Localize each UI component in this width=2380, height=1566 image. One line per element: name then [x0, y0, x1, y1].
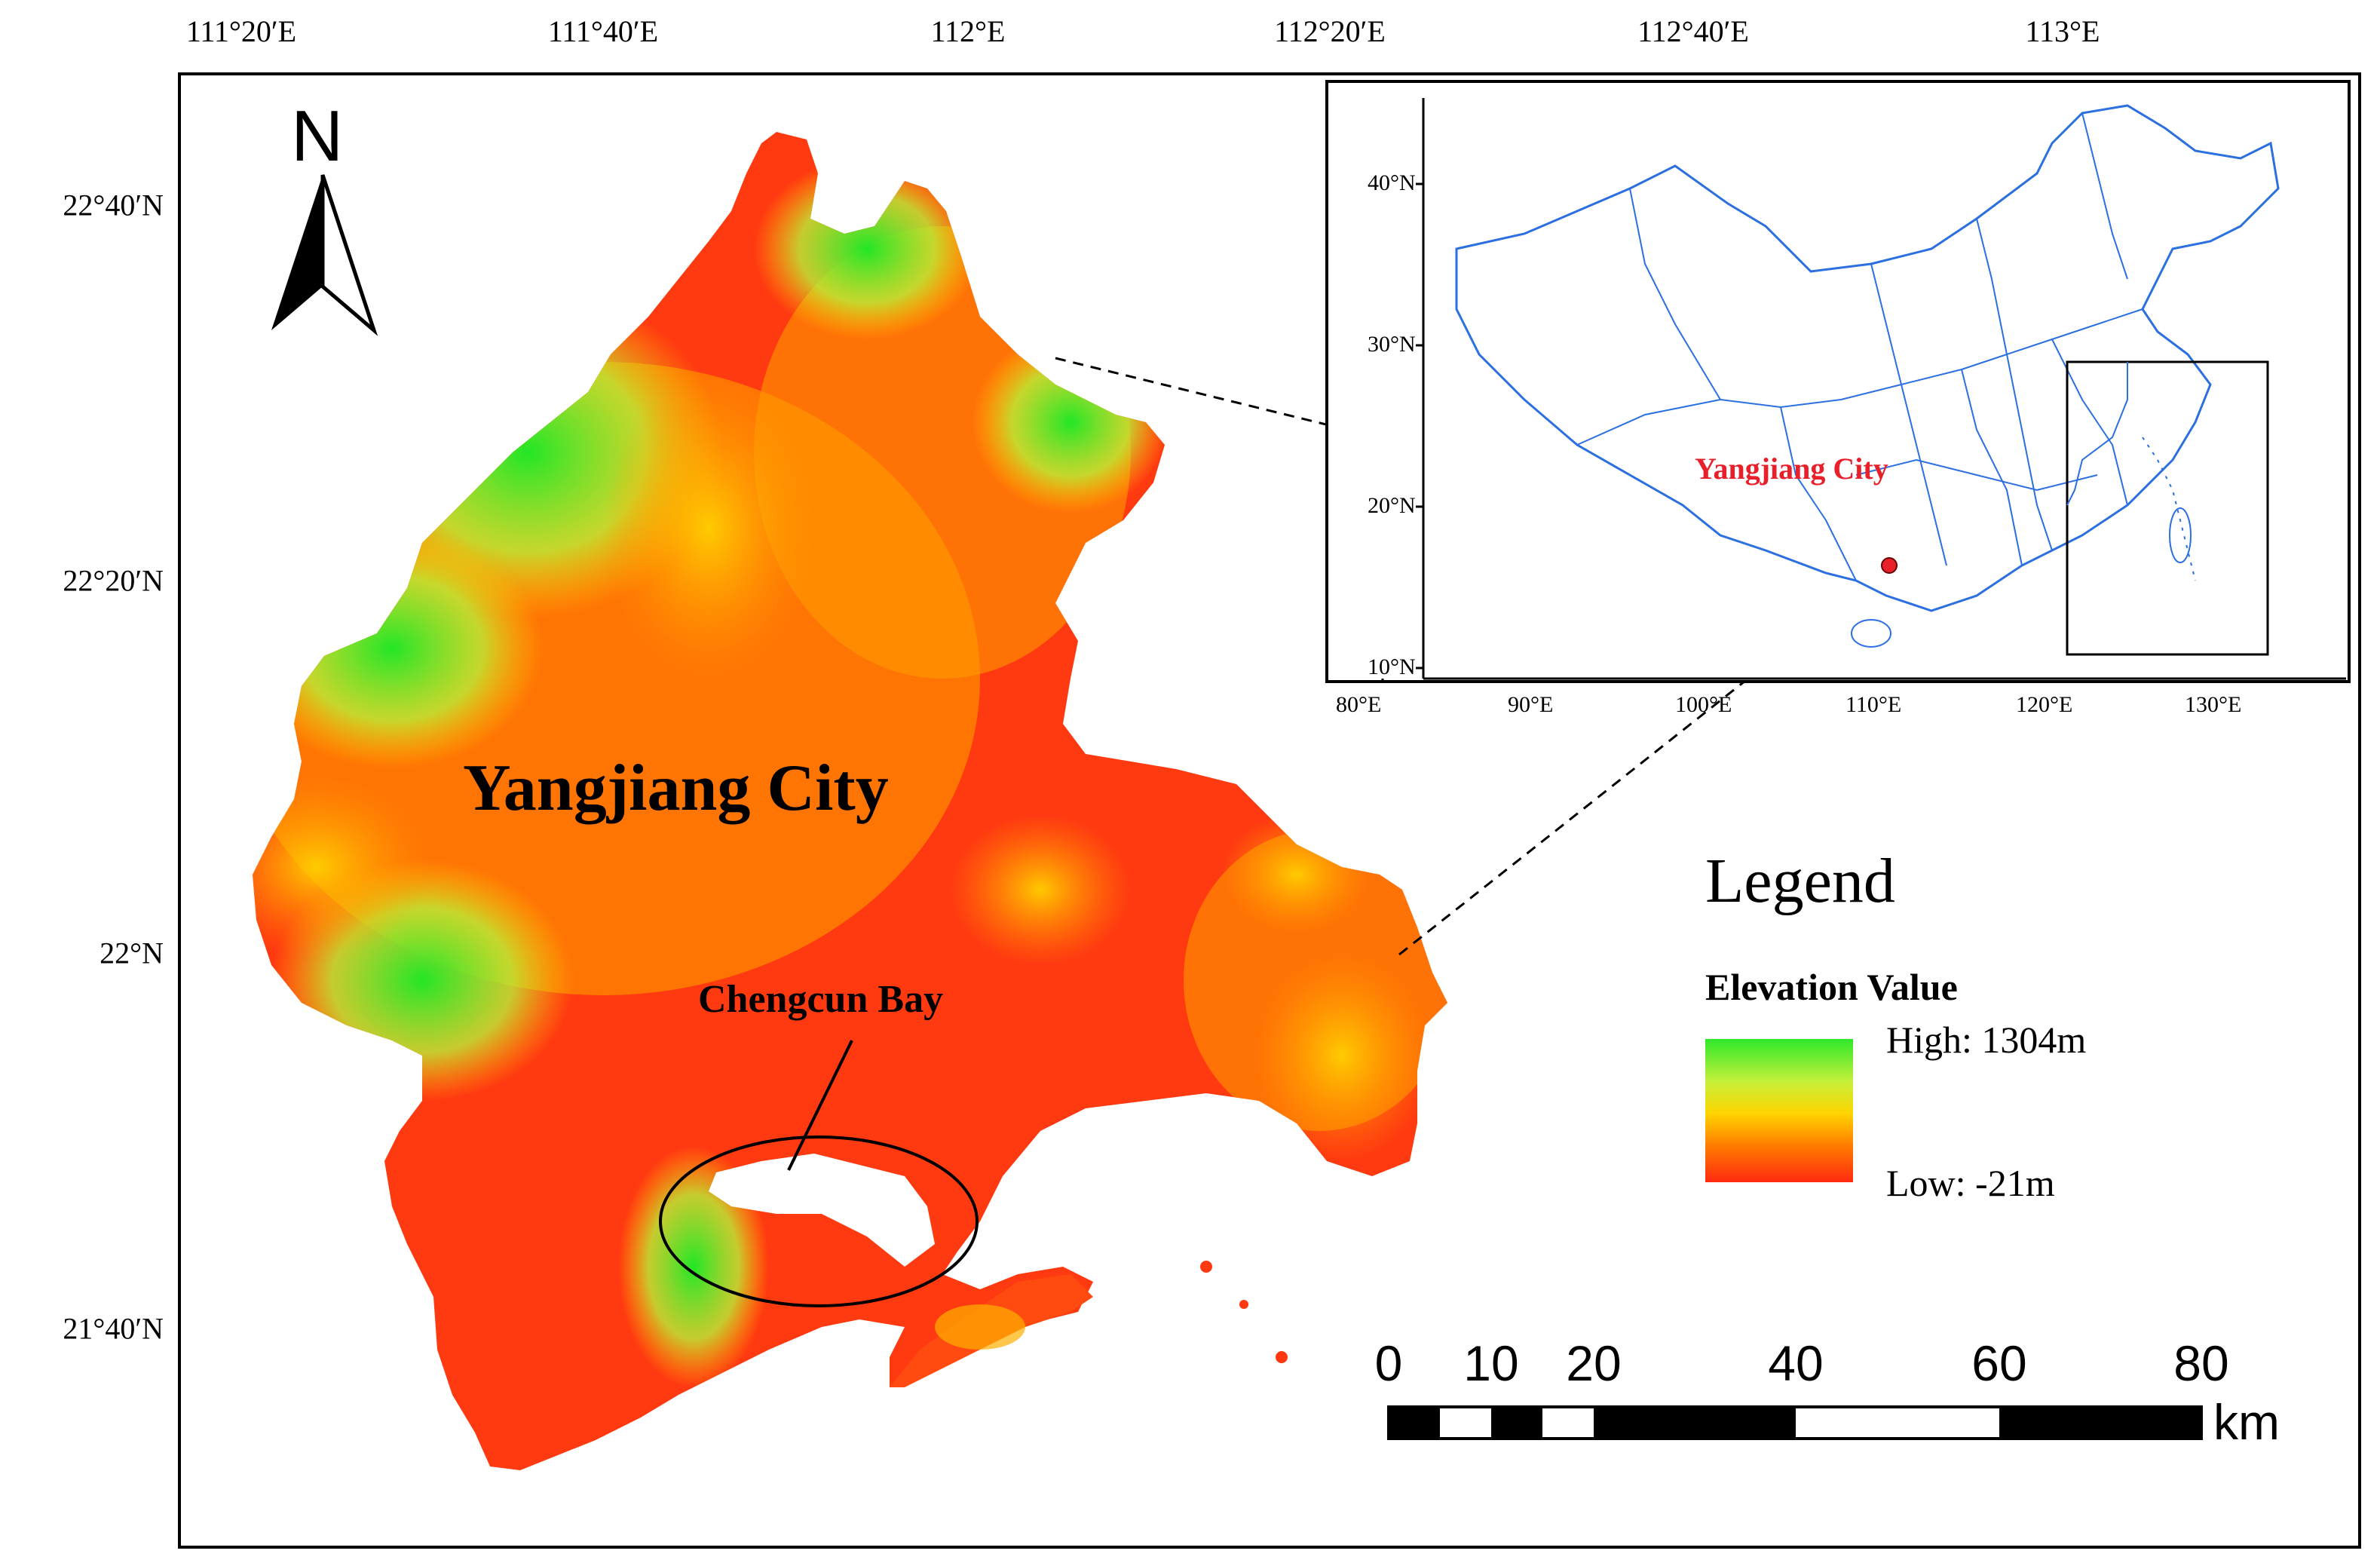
islet: [1276, 1351, 1288, 1363]
scale-bar-label: 80: [2173, 1335, 2229, 1391]
legend-subtitle: Elevation Value: [1705, 966, 1958, 1008]
lon-tick-label: 112°20′E: [1274, 14, 1386, 48]
south-china-sea-box: [2066, 360, 2269, 656]
inset-lon-tick: 130°E: [2185, 692, 2242, 717]
north-arrow-icon: [271, 174, 378, 336]
location-marker-icon: [1881, 557, 1898, 574]
bay-highlight-ellipse: [659, 1135, 979, 1307]
scale-bar-label: 40: [1768, 1335, 1824, 1391]
legend-title: Legend: [1705, 846, 1895, 916]
inset-lat-tick: 10°N: [1368, 654, 1416, 679]
inset-lon-tick: 90°E: [1508, 692, 1554, 717]
lat-tick-label: 21°40′N: [63, 1311, 164, 1346]
inset-lon-tick: 110°E: [1845, 692, 1902, 717]
legend-high-label: High: 1304m: [1886, 1019, 2087, 1061]
bay-leader-line: [787, 1040, 853, 1171]
elevation-color-ramp: [1705, 1039, 1853, 1182]
islet: [1200, 1261, 1212, 1273]
islet: [1239, 1300, 1248, 1309]
inset-lat-tick: 20°N: [1368, 493, 1416, 518]
lat-tick-label: 22°20′N: [63, 563, 164, 598]
inset-lon-tick: 80°E: [1336, 692, 1382, 717]
lon-tick-label: 112°40′E: [1637, 14, 1749, 48]
inset-city-label: Yangjiang City: [1695, 452, 1888, 486]
inset-lon-tick: 120°E: [2016, 692, 2073, 717]
lon-tick-label: 111°40′E: [547, 14, 659, 48]
inset-map: 40°N 30°N 20°N 10°N Yangjiang City: [1325, 80, 2351, 683]
lon-tick-label: 111°20′E: [185, 14, 297, 48]
bay-label: Chengcun Bay: [698, 978, 944, 1021]
inset-lat-tick: 30°N: [1368, 332, 1416, 357]
scale-bar-label: 0: [1374, 1335, 1403, 1391]
lon-tick-label: 113°E: [2025, 14, 2100, 48]
inset-graphics: [1381, 98, 2346, 680]
inset-lon-tick: 100°E: [1675, 692, 1732, 717]
lon-tick-label: 112°E: [930, 14, 1006, 48]
north-arrow-label: N: [291, 96, 344, 176]
scale-bar-label: 10: [1463, 1335, 1519, 1391]
lat-tick-label: 22°40′N: [63, 188, 164, 222]
country-boundary: [1455, 104, 2280, 612]
inset-connector-line: [1398, 565, 1890, 956]
lat-tick-label: 22°N: [100, 936, 164, 970]
legend-low-label: Low: -21m: [1886, 1162, 2055, 1204]
scale-bar-label: 60: [1971, 1335, 2027, 1391]
scale-bar: [1387, 1405, 2203, 1440]
inset-lat-tick: 40°N: [1368, 170, 1416, 195]
city-label: Yangjiang City: [463, 752, 889, 825]
scale-bar-label: 20: [1566, 1335, 1622, 1391]
scale-bar-unit: km: [2213, 1394, 2280, 1450]
map-frame: [178, 72, 2361, 1549]
